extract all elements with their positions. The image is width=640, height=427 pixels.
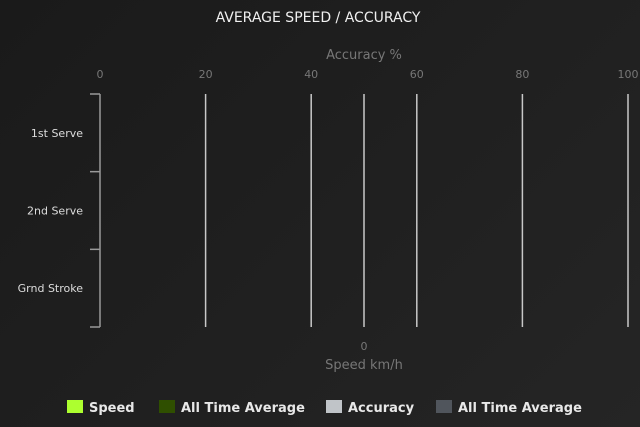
top-tick-label: 60: [410, 68, 424, 81]
legend-swatch: [436, 400, 452, 413]
bottom-axis-label: Speed km/h: [325, 358, 403, 373]
chart-title: AVERAGE SPEED / ACCURACY: [216, 10, 421, 26]
legend-swatch: [326, 400, 342, 413]
legend-swatch: [159, 400, 175, 413]
top-tick-label: 80: [515, 68, 529, 81]
top-tick-label: 40: [304, 68, 318, 81]
top-tick-label: 0: [97, 68, 104, 81]
legend-swatch: [67, 400, 83, 413]
category-label: 2nd Serve: [27, 205, 83, 218]
top-axis-label: Accuracy %: [326, 48, 402, 63]
legend-item[interactable]: All Time Average: [159, 400, 305, 416]
bottom-tick-label: 0: [361, 340, 368, 353]
legend-label: All Time Average: [458, 401, 582, 416]
legend-label: All Time Average: [181, 401, 305, 416]
top-tick-label: 20: [199, 68, 213, 81]
legend-item[interactable]: Speed: [67, 400, 135, 416]
category-label: 1st Serve: [31, 127, 83, 140]
legend-label: Accuracy: [348, 401, 415, 416]
legend-label: Speed: [89, 401, 135, 416]
top-tick-label: 100: [618, 68, 639, 81]
category-label: Grnd Stroke: [18, 282, 84, 295]
legend-item[interactable]: Accuracy: [326, 400, 415, 416]
legend-item[interactable]: All Time Average: [436, 400, 582, 416]
